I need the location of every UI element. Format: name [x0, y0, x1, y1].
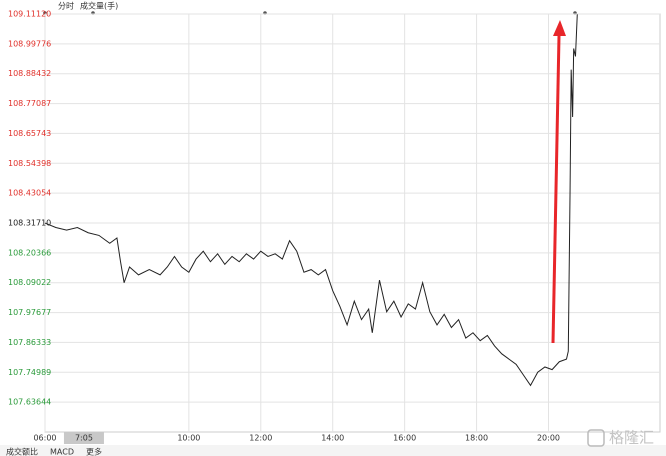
price-line: [44, 14, 578, 387]
x-tick-label: 18:00: [465, 434, 488, 443]
tab[interactable]: 成交量(手): [80, 1, 118, 11]
cursor-label-box: [63, 432, 104, 444]
cursor-label: 7:05: [75, 434, 93, 443]
y-tick-label: 107.86333: [8, 338, 51, 347]
y-tick-label: 108.20366: [8, 248, 51, 257]
y-tick-label: 108.88432: [8, 69, 51, 78]
x-tick-label: 16:00: [393, 434, 416, 443]
y-tick-label: 109.11120: [8, 10, 51, 19]
y-tick-label: 108.99776: [8, 39, 51, 48]
watermark: 格隆汇: [609, 429, 654, 447]
tab[interactable]: 分时: [58, 1, 74, 11]
series: [44, 14, 578, 387]
x-tick-label: 14:00: [321, 434, 344, 443]
y-tick-label: 108.31710: [8, 219, 51, 228]
y-tick-label: 107.63644: [8, 398, 51, 407]
x-tick-label: 20:00: [537, 434, 560, 443]
x-tick-label: 06:00: [33, 434, 56, 443]
tab[interactable]: 成交额比: [6, 447, 38, 456]
x-tick-label: 10:00: [177, 434, 200, 443]
logo: [587, 429, 605, 447]
y-tick-label: 107.74989: [8, 368, 51, 377]
x-tick-label: 12:00: [249, 434, 272, 443]
tab[interactable]: MACD: [50, 448, 74, 456]
y-tick-label: 108.77087: [8, 99, 51, 108]
y-tick-label: 108.54398: [8, 159, 51, 168]
y-tick-label: 108.09022: [8, 278, 51, 287]
y-tick-label: 108.43054: [8, 189, 51, 198]
tab-bar: [0, 445, 666, 456]
y-tick-label: 108.65743: [8, 129, 51, 138]
y-tick-label: 107.97677: [8, 308, 51, 317]
annotation-arrow: [551, 20, 566, 344]
tab[interactable]: 更多: [86, 447, 102, 456]
